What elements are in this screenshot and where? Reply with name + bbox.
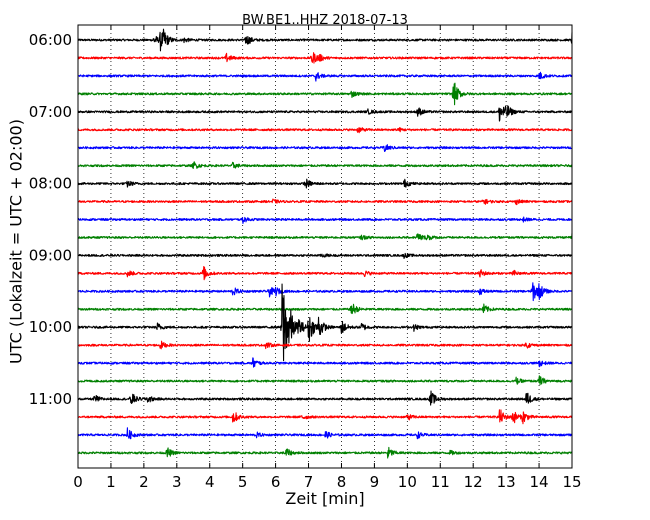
seismic-trace-0845: [77, 233, 573, 241]
x-tick-label: 1: [106, 473, 116, 491]
x-axis-label: Zeit [min]: [285, 489, 364, 508]
seismic-trace-0745: [77, 161, 573, 170]
y-tick-label: 06:00: [29, 31, 72, 49]
x-tick-label: 0: [73, 473, 83, 491]
x-tick-label: 2: [139, 473, 149, 491]
seismic-trace-0630: [77, 71, 573, 82]
x-tick-label: 14: [530, 473, 549, 491]
seismic-trace-0815: [77, 198, 573, 206]
seismic-trace-0800: [77, 178, 573, 189]
x-tick-label: 4: [205, 473, 215, 491]
y-tick-label: 10:00: [29, 318, 72, 336]
seismic-trace-1015: [77, 340, 573, 350]
x-tick-label: 11: [431, 473, 450, 491]
seismic-trace-1100: [77, 390, 573, 406]
y-axis-label: UTC (Lokalzeit = UTC + 02:00): [7, 119, 26, 364]
seismic-trace-0830: [77, 216, 573, 224]
seismic-trace-0600: [77, 28, 573, 52]
x-tick-label: 5: [238, 473, 248, 491]
seismic-trace-1045: [77, 375, 573, 386]
x-tick-label: 7: [304, 473, 314, 491]
seismic-trace-0915: [77, 266, 573, 281]
x-tick-label: 6: [271, 473, 281, 491]
x-tick-label: 8: [337, 473, 347, 491]
seismic-trace-1030: [77, 357, 573, 368]
seismic-trace-0645: [77, 82, 573, 106]
seismic-trace-1115: [77, 409, 573, 425]
x-tick-label: 15: [562, 473, 581, 491]
seismic-trace-0615: [77, 52, 573, 64]
x-tick-label: 10: [398, 473, 417, 491]
seismic-trace-1145: [77, 446, 573, 459]
y-tick-label: 07:00: [29, 103, 72, 121]
seismic-trace-0700: [77, 105, 573, 122]
x-tick-label: 13: [497, 473, 516, 491]
seismic-trace-0730: [77, 144, 573, 153]
x-tick-label: 9: [370, 473, 380, 491]
y-tick-label: 11:00: [29, 390, 72, 408]
chart-title: BW.BE1..HHZ 2018-07-13: [242, 13, 408, 28]
x-tick-label: 3: [172, 473, 182, 491]
x-tick-label: 12: [464, 473, 483, 491]
seismic-trace-1000: [77, 283, 573, 362]
seismic-trace-1130: [77, 427, 573, 440]
seismic-trace-0930: [77, 282, 573, 302]
seismic-trace-0945: [77, 303, 573, 315]
plot-frame: [77, 24, 573, 469]
seismic-trace-0715: [77, 127, 573, 134]
y-tick-label: 08:00: [29, 175, 72, 193]
seismic-trace-0900: [77, 252, 573, 259]
y-tick-label: 09:00: [29, 246, 72, 264]
